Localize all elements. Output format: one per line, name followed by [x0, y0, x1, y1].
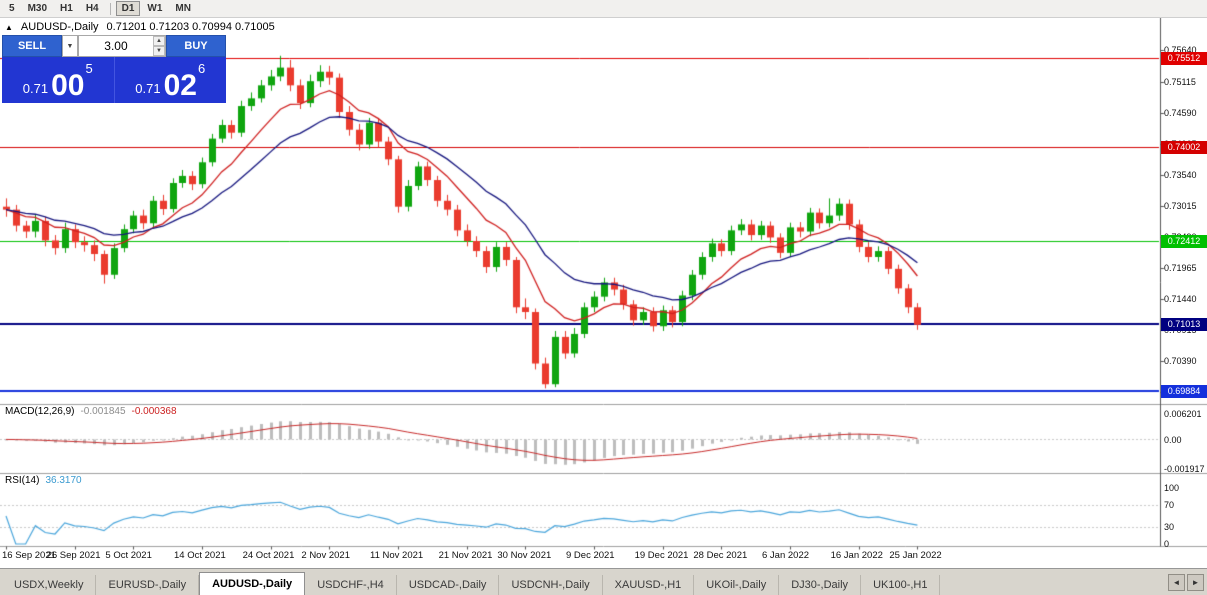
date-tick: 28 Dec 2021 — [693, 550, 748, 561]
y-axis-tick: 0.75115 — [1164, 76, 1196, 87]
macd-axis-label-zero: 0.00 — [1164, 434, 1182, 445]
chart-ohlc-values: 0.71201 0.71203 0.70994 0.71005 — [106, 21, 275, 33]
date-tick: 19 Dec 2021 — [634, 550, 689, 561]
y-axis-tick: 0.71440 — [1164, 294, 1197, 304]
date-tick: 9 Dec 2021 — [566, 550, 615, 561]
one-click-trade-panel: SELL ▼ ▲ ▼ BUY 0.71 00 5 — [2, 35, 226, 103]
date-tick: 5 Oct 2021 — [105, 550, 152, 561]
bid-price-prefix: 0.71 — [22, 81, 49, 96]
rsi-indicator-label: RSI(14) 36.3170 — [5, 475, 82, 486]
macd-main-value: -0.001845 — [80, 406, 126, 417]
date-tick: 6 Jan 2022 — [762, 550, 810, 561]
tab-scroll-left-button[interactable]: ◄ — [1168, 574, 1185, 591]
y-axis-tick: 0.70390 — [1164, 356, 1197, 367]
toolbar-separator — [109, 2, 111, 15]
volume-input[interactable] — [79, 36, 153, 56]
price-level-badge: 0.72412 — [1161, 234, 1207, 248]
ask-price-pip-digit: 6 — [197, 61, 206, 76]
period-button-w1[interactable]: W1 — [141, 1, 168, 16]
arrow-up-icon: ▲ — [156, 38, 162, 44]
tab-scroll-right-button[interactable]: ► — [1187, 574, 1204, 591]
price-level-badge: 0.74002 — [1161, 140, 1207, 154]
date-tick: 21 Nov 2021 — [438, 550, 493, 561]
bid-price-pip-digit: 5 — [85, 61, 93, 76]
period-button-d1[interactable]: D1 — [115, 1, 141, 16]
rsi-axis-label-30: 30 — [1164, 522, 1175, 533]
ask-price-big-digits: 02 — [163, 68, 197, 102]
period-button-h4[interactable]: H4 — [80, 1, 105, 16]
chart-header: ▲ AUDUSD-,Daily 0.71201 0.71203 0.70994 … — [5, 21, 275, 33]
chart-tab-bar: USDX,Weekly EURUSD-,Daily AUDUSD-,Daily USD… — [0, 568, 1207, 595]
period-button-m30[interactable]: M30 — [22, 1, 53, 16]
chart-tab-dj30-daily[interactable]: DJ30-,Daily — [779, 575, 862, 595]
chart-title: AUDUSD-,Daily — [20, 21, 99, 33]
macd-signal-value: -0.000368 — [131, 406, 177, 417]
y-axis-tick: 0.73015 — [1164, 200, 1197, 211]
period-button-5[interactable]: 5 — [3, 1, 21, 16]
trade-controls-row: SELL ▼ ▲ ▼ BUY — [2, 35, 226, 57]
ask-price-prefix: 0.71 — [135, 81, 161, 96]
date-tick: 25 Jan 2022 — [889, 550, 942, 561]
chart-tab-xauusd-h1[interactable]: XAUUSD-,H1 — [602, 575, 695, 595]
macd-axis-label-top: 0.006201 — [1164, 409, 1202, 419]
period-button-h1[interactable]: H1 — [54, 1, 79, 16]
chart-tab-usdcad-daily[interactable]: USDCAD-,Daily — [396, 575, 500, 595]
price-level-badge: 0.69884 — [1161, 384, 1207, 398]
chevron-down-icon: ▼ — [66, 42, 74, 50]
date-tick: 11 Nov 2021 — [370, 550, 424, 561]
y-axis-tick: 0.75640 — [1164, 45, 1197, 56]
arrow-down-icon: ▼ — [156, 48, 162, 54]
date-tick: 16 Sep 2021 — [2, 550, 56, 561]
rsi-axis-label-0: 0 — [1164, 539, 1170, 549]
trade-prices-row: 0.71 00 5 0.71 02 6 — [2, 57, 226, 103]
macd-axis-label-bottom: -0.001917 — [1164, 464, 1205, 474]
chart-tab-usdx-weekly[interactable]: USDX,Weekly — [2, 575, 97, 595]
tab-scroll-controls: ◄ ► — [1168, 574, 1204, 591]
volume-field: ▲ ▼ — [78, 35, 166, 57]
rsi-axis-label-100: 100 — [1164, 483, 1180, 493]
volume-down-button[interactable]: ▼ — [152, 46, 165, 56]
chart-tab-ukoil-daily[interactable]: UKOil-,Daily — [694, 575, 780, 595]
buy-button[interactable]: BUY — [166, 35, 226, 57]
chart-tab-eurusd-daily[interactable]: EURUSD-,Daily — [96, 575, 200, 595]
volume-up-button[interactable]: ▲ — [152, 36, 165, 46]
volume-dropdown-button[interactable]: ▼ — [62, 35, 78, 57]
chart-tab-usdchf-h4[interactable]: USDCHF-,H4 — [305, 575, 397, 595]
ask-price-button[interactable]: 0.71 02 6 — [113, 57, 226, 103]
y-axis-tick: 0.74590 — [1164, 107, 1197, 118]
bid-price-big-digits: 00 — [51, 68, 85, 102]
macd-name: MACD(12,26,9) — [5, 406, 75, 417]
y-axis-tick: 0.73540 — [1164, 169, 1197, 180]
price-level-badge: 0.75512 — [1161, 51, 1207, 65]
chart-tab-audusd-daily[interactable]: AUDUSD-,Daily — [199, 572, 306, 595]
sell-button[interactable]: SELL — [2, 35, 62, 57]
collapse-panel-icon[interactable]: ▲ — [5, 22, 13, 32]
volume-stepper: ▲ ▼ — [152, 36, 165, 56]
chart-region: ▲ AUDUSD-,Daily 0.71201 0.71203 0.70994 … — [0, 18, 1207, 568]
rsi-value: 36.3170 — [45, 475, 82, 486]
chart-tab-usdcnh-daily[interactable]: USDCNH-,Daily — [499, 575, 603, 595]
date-tick: 2 Nov 2021 — [301, 550, 350, 561]
timeframe-toolbar: 5 M30 H1 H4 D1 W1 MN — [0, 0, 1207, 18]
rsi-axis-label-70: 70 — [1164, 499, 1175, 510]
bid-price-button[interactable]: 0.71 00 5 — [2, 57, 114, 103]
chart-tab-uk100-h1[interactable]: UK100-,H1 — [861, 575, 941, 595]
date-tick: 14 Oct 2021 — [174, 550, 226, 561]
macd-indicator-label: MACD(12,26,9) -0.001845 -0.000368 — [5, 406, 177, 417]
date-tick: 16 Jan 2022 — [830, 550, 883, 561]
date-tick: 24 Oct 2021 — [242, 550, 295, 561]
price-chart-canvas[interactable] — [0, 18, 1207, 568]
price-level-badge: 0.71013 — [1161, 317, 1207, 331]
rsi-name: RSI(14) — [5, 475, 40, 486]
period-button-mn[interactable]: MN — [169, 1, 197, 16]
y-axis-tick: 0.71965 — [1164, 262, 1197, 273]
date-tick: 30 Nov 2021 — [497, 550, 552, 561]
date-tick: 26 Sep 2021 — [46, 550, 101, 561]
